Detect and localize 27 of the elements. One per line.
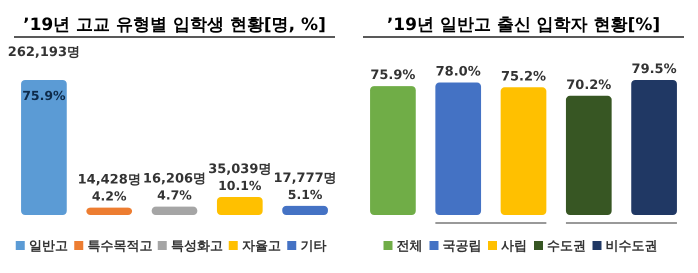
- data-label: 79.5%: [632, 62, 677, 77]
- annotation: 4.2%: [92, 188, 128, 204]
- legend-label: 특성화고: [170, 239, 223, 254]
- data-label: 17,777명: [274, 170, 337, 186]
- data-label: 35,039명: [208, 162, 272, 177]
- legend-label: 사립: [501, 239, 527, 254]
- data-label: 75.2%: [500, 69, 546, 84]
- annotation: 5.1%: [288, 186, 323, 202]
- data-label: 78.0%: [436, 64, 481, 80]
- legend-label: 국공립: [442, 239, 482, 254]
- legend-label: 특수목적고: [87, 239, 152, 254]
- legend-label: 일반고: [28, 239, 68, 254]
- legend-label: 비수도권: [606, 239, 658, 254]
- legend-label: 전체: [396, 239, 422, 254]
- annotation: 10.1%: [218, 178, 262, 193]
- annotation: 4.7%: [157, 188, 192, 203]
- data-label: 70.2%: [566, 78, 612, 93]
- data-label: 75.9%: [370, 68, 416, 84]
- chart-title: ’19년 일반고 출신 입학자 현황[%]: [386, 15, 660, 35]
- annotation: 75.9%: [22, 88, 66, 103]
- data-label: 14,428명: [78, 172, 141, 188]
- chart-title: ’19년 고교 유형별 입학생 현황[명, %]: [23, 15, 326, 35]
- data-label: 262,193명: [8, 45, 80, 60]
- legend-label: 수도권: [547, 239, 586, 254]
- legend-label: 기타: [300, 239, 326, 254]
- legend-label: 자율고: [242, 239, 281, 254]
- data-label: 16,206명: [142, 172, 206, 187]
